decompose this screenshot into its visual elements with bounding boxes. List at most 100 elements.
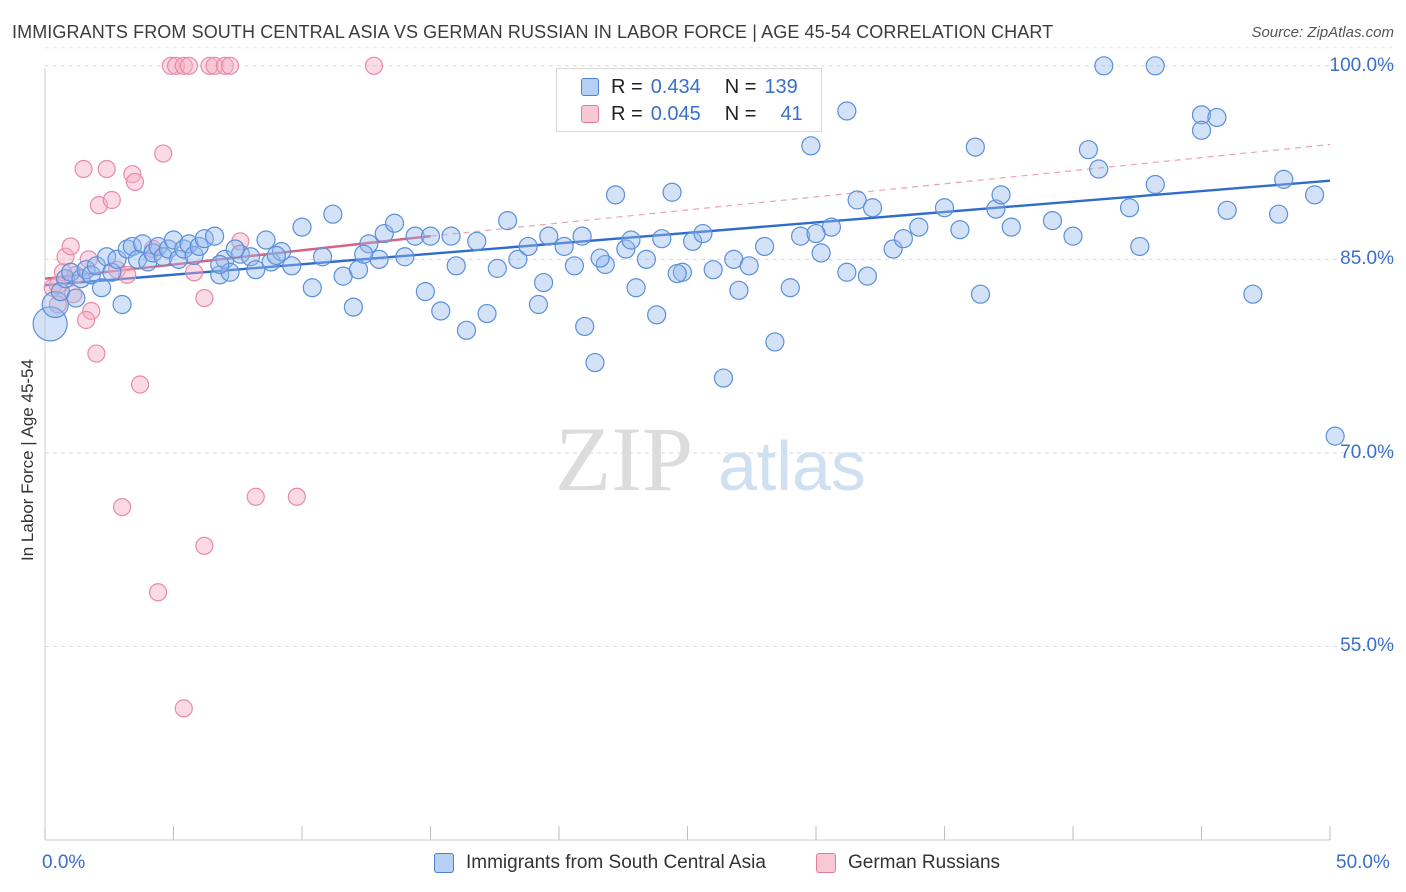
south-central-asia-point-121 (1274, 169, 1294, 189)
legend-n-value: 41 (780, 102, 803, 125)
south-central-asia-point-4 (61, 262, 81, 282)
south-central-asia-point-117 (1191, 120, 1212, 140)
south-central-asia-point-83 (683, 231, 703, 251)
south-central-asia-point-69 (539, 226, 559, 246)
south-central-asia-point-101 (883, 239, 903, 259)
south-central-asia-point-99 (857, 266, 878, 286)
south-central-asia-point-93 (790, 226, 811, 246)
y-tick-label-100: 100.0% (1329, 54, 1394, 76)
south-central-asia-point-106 (986, 199, 1006, 219)
south-central-asia-point-56 (420, 226, 441, 246)
south-central-asia-point-19 (138, 252, 158, 272)
south-central-asia-point-62 (477, 303, 497, 324)
south-central-asia-point-25 (169, 249, 189, 269)
legend-item-german-russian: German Russians (816, 852, 1000, 874)
german-russian-point-38 (364, 56, 384, 75)
south-central-asia-point-130 (210, 254, 230, 275)
south-central-asia-point-5 (66, 288, 86, 308)
south-central-asia-point-59 (446, 256, 466, 276)
german-russian-point-12 (97, 159, 116, 179)
x-tick-label-max: 50.0% (1336, 852, 1390, 873)
south-central-asia-point-64 (498, 211, 518, 231)
german-russian-trend-extension (430, 143, 1331, 237)
source-credit: Source: ZipAtlas.com (1251, 24, 1394, 41)
south-central-asia-point-137 (667, 263, 687, 284)
south-central-asia-point-91 (765, 332, 785, 352)
legend-swatch-pink (581, 105, 599, 123)
south-central-asia-point-10 (91, 278, 112, 298)
south-central-asia-point-49 (359, 234, 379, 254)
south-central-asia-point-44 (312, 247, 333, 267)
south-central-asia-point-102 (909, 217, 929, 237)
south-central-asia-point-66 (518, 236, 538, 257)
series-legend: Immigrants from South Central Asia Germa… (0, 850, 1406, 880)
south-central-asia-point-38 (256, 230, 276, 250)
watermark-atlas: atlas (718, 427, 866, 505)
south-central-asia-point-113 (1145, 174, 1165, 195)
german-russian-point-22 (154, 144, 173, 163)
south-central-asia-point-79 (647, 305, 667, 325)
german-russian-point-27 (184, 263, 204, 282)
german-russian-point-4 (61, 237, 80, 256)
german-russian-point-9 (82, 301, 101, 321)
south-central-asia-point-75 (605, 185, 626, 205)
south-central-asia-point-133 (354, 244, 374, 264)
german-russian-point-25 (174, 56, 193, 75)
south-central-asia-point-40 (271, 242, 292, 262)
south-central-asia-point-77 (626, 278, 646, 298)
german-russian-point-13 (102, 190, 121, 210)
watermark: ZIP atlas (555, 408, 866, 510)
south-central-asia-point-122 (1304, 185, 1325, 205)
south-central-asia-trend-line (44, 179, 1331, 287)
german-russian-point-10 (87, 344, 106, 363)
south-central-asia-point-109 (1078, 140, 1099, 160)
south-central-asia-point-104 (950, 220, 970, 240)
south-central-asia-point-3 (55, 269, 76, 289)
south-central-asia-point-48 (348, 260, 369, 280)
south-central-asia-point-14 (112, 294, 132, 315)
south-central-asia-point-78 (636, 249, 656, 269)
legend-n-label: N = (724, 102, 757, 125)
south-central-asia-point-85 (703, 260, 723, 280)
south-central-asia-point-125 (970, 284, 991, 304)
south-central-asia-point-115 (1094, 56, 1114, 76)
south-central-asia-point-136 (590, 248, 610, 268)
german-russian-point-29 (200, 56, 219, 75)
south-central-asia-point-76 (616, 239, 636, 259)
south-central-asia-point-70 (554, 236, 574, 257)
legend-r-value: 0.045 (650, 102, 701, 125)
south-central-asia-point-129 (837, 101, 857, 121)
south-central-asia-point-0 (32, 306, 68, 342)
south-central-asia-point-20 (143, 243, 163, 263)
south-central-asia-point-47 (343, 297, 363, 317)
south-central-asia-point-74 (595, 254, 615, 275)
south-central-asia-point-114 (1145, 56, 1165, 76)
south-central-asia-point-55 (415, 282, 435, 302)
german-russian-point-31 (215, 56, 234, 75)
trend-lines (44, 143, 1331, 287)
south-central-asia-point-37 (246, 260, 266, 280)
german-russian-point-28 (195, 288, 214, 308)
german-russian-point-15 (112, 497, 132, 517)
south-central-asia-point-89 (739, 256, 759, 276)
south-central-asia-point-57 (431, 301, 451, 321)
legend-item-south-central-asia: Immigrants from South Central Asia (434, 852, 766, 874)
south-central-asia-point-45 (323, 204, 343, 224)
german-russian-point-19 (130, 375, 150, 394)
south-central-asia-point-119 (1217, 200, 1237, 220)
south-central-asia-points (32, 56, 1345, 446)
german-russian-point-36 (195, 536, 214, 555)
south-central-asia-point-84 (693, 223, 713, 244)
german-russian-points (43, 56, 384, 718)
south-central-asia-point-127 (621, 230, 641, 250)
chart-title: IMMIGRANTS FROM SOUTH CENTRAL ASIA VS GE… (12, 22, 1054, 42)
german-russian-point-21 (148, 583, 168, 602)
south-central-asia-point-51 (374, 223, 394, 244)
south-central-asia-point-23 (158, 239, 178, 259)
south-central-asia-point-41 (282, 256, 302, 276)
south-central-asia-point-88 (729, 280, 749, 300)
south-central-asia-point-50 (369, 249, 389, 269)
south-central-asia-point-61 (467, 231, 487, 251)
south-central-asia-point-108 (1042, 211, 1063, 231)
south-central-asia-point-39 (261, 252, 281, 272)
